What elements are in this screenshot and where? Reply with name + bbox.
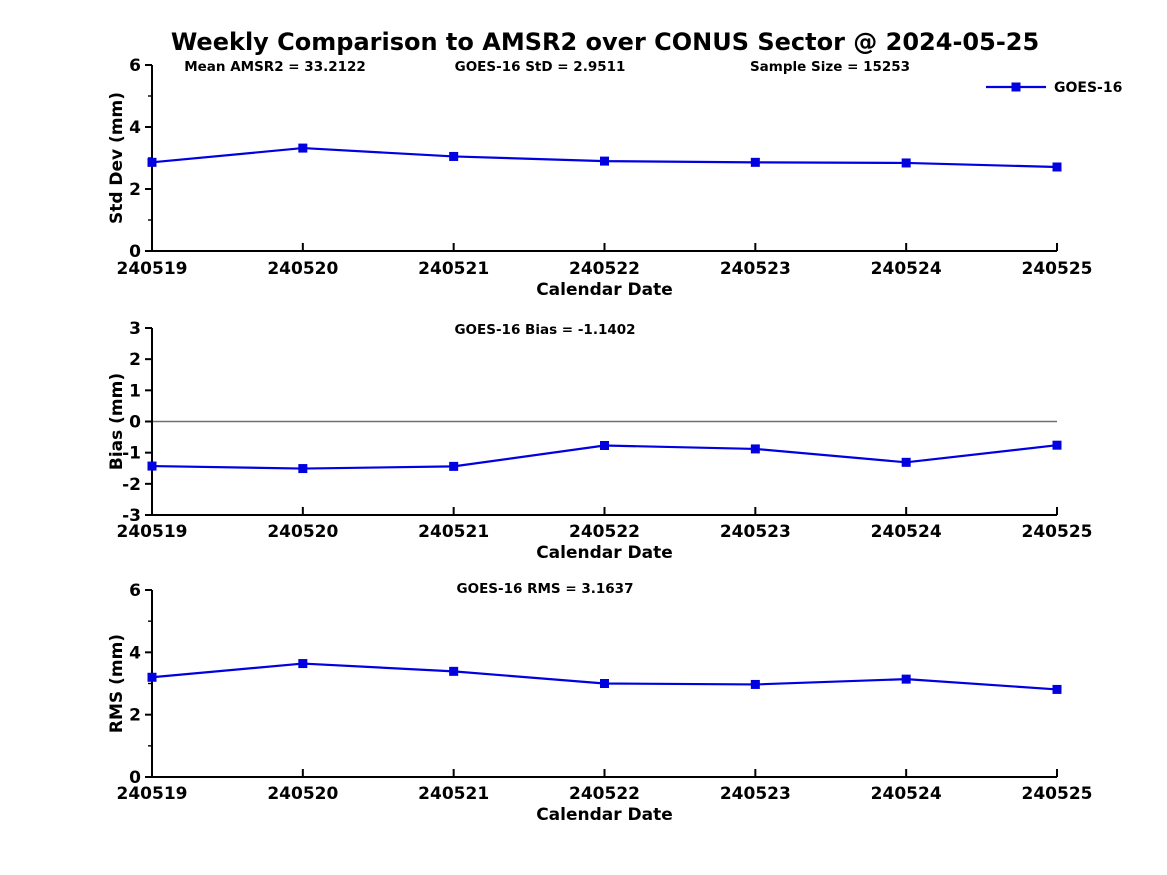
y-axis-label: Bias (mm) [107,373,127,470]
x-tick-label: 240519 [117,522,188,542]
x-tick-label: 240525 [1022,259,1093,279]
x-axis-label: Calendar Date [536,280,673,300]
x-tick-label: 240520 [267,522,338,542]
x-tick-label: 240522 [569,522,640,542]
data-point-marker [600,679,609,688]
x-tick-label: 240523 [720,259,791,279]
data-point-marker [298,659,308,669]
data-point-marker [750,157,760,167]
std_dev-annotation: Mean AMSR2 = 33.2122 [184,59,366,75]
x-tick-label: 240525 [1022,522,1093,542]
x-tick-label: 240525 [1022,784,1093,804]
x-tick-label: 240524 [871,522,942,542]
data-point-marker [901,674,911,684]
x-axis-label: Calendar Date [536,805,673,825]
y-axis-label: RMS (mm) [107,634,127,733]
page-title: Weekly Comparison to AMSR2 over CONUS Se… [170,28,1040,56]
data-point-marker [147,672,157,682]
data-point-marker [750,679,760,689]
legend-label: GOES-16 [1054,80,1122,96]
data-point-marker [449,461,459,471]
data-point-marker [147,461,157,471]
y-tick-label: 2 [129,706,141,726]
y-tick-label: -2 [122,475,141,495]
x-tick-label: 240524 [871,784,942,804]
data-point-marker [449,151,459,161]
x-tick-label: 240520 [267,784,338,804]
std_dev-annotation: GOES-16 StD = 2.9511 [455,59,626,75]
x-tick-label: 240523 [720,784,791,804]
std_dev-annotation: Sample Size = 15253 [750,59,910,75]
data-point-marker [750,444,760,454]
x-tick-label: 240521 [418,784,489,804]
y-tick-label: 2 [129,180,141,200]
y-tick-label: 0 [129,242,141,262]
data-point-marker [298,464,308,474]
y-tick-label: 2 [129,350,141,370]
x-tick-label: 240519 [117,259,188,279]
y-tick-label: 4 [129,118,141,138]
x-axis-label: Calendar Date [536,543,673,563]
x-tick-label: 240521 [418,522,489,542]
y-tick-label: -1 [122,444,141,464]
data-point-marker [1052,440,1062,450]
y-tick-label: 0 [129,413,141,433]
data-point-marker [147,157,157,167]
x-tick-label: 240523 [720,522,791,542]
data-point-marker [901,457,911,467]
rms-chart-group: GOES-16 RMS = 3.1637 0 2 4 6 240519 240520 2405… [107,581,1092,825]
data-point-marker [600,156,609,166]
y-tick-label: 3 [129,319,141,339]
data-point-marker [1052,684,1062,694]
y-tick-label: 4 [129,643,141,663]
data-point-marker [901,158,911,168]
y-tick-label: -3 [122,506,141,526]
x-tick-label: 240519 [117,784,188,804]
data-point-marker [600,440,609,450]
data-point-marker [449,666,459,676]
x-tick-label: 240524 [871,259,942,279]
y-tick-label: 6 [129,56,141,76]
x-tick-label: 240522 [569,259,640,279]
legend-marker [1011,82,1021,92]
y-axis-label: Std Dev (mm) [107,92,127,224]
x-tick-label: 240521 [418,259,489,279]
y-tick-label: 0 [129,768,141,788]
std_dev-chart-group: Mean AMSR2 = 33.2122 GOES-16 StD = 2.9511… [107,56,1122,300]
data-point-marker [298,143,308,153]
bias-chart-group: GOES-16 Bias = -1.1402 -3 -2 -1 0 1 2 3 240519 24… [107,319,1092,563]
x-tick-label: 240522 [569,784,640,804]
data-point-marker [1052,162,1062,172]
x-tick-label: 240520 [267,259,338,279]
y-tick-label: 6 [129,581,141,601]
bias-annotation: GOES-16 Bias = -1.1402 [454,322,635,338]
y-tick-label: 1 [129,381,141,401]
rms-annotation: GOES-16 RMS = 3.1637 [457,581,634,597]
